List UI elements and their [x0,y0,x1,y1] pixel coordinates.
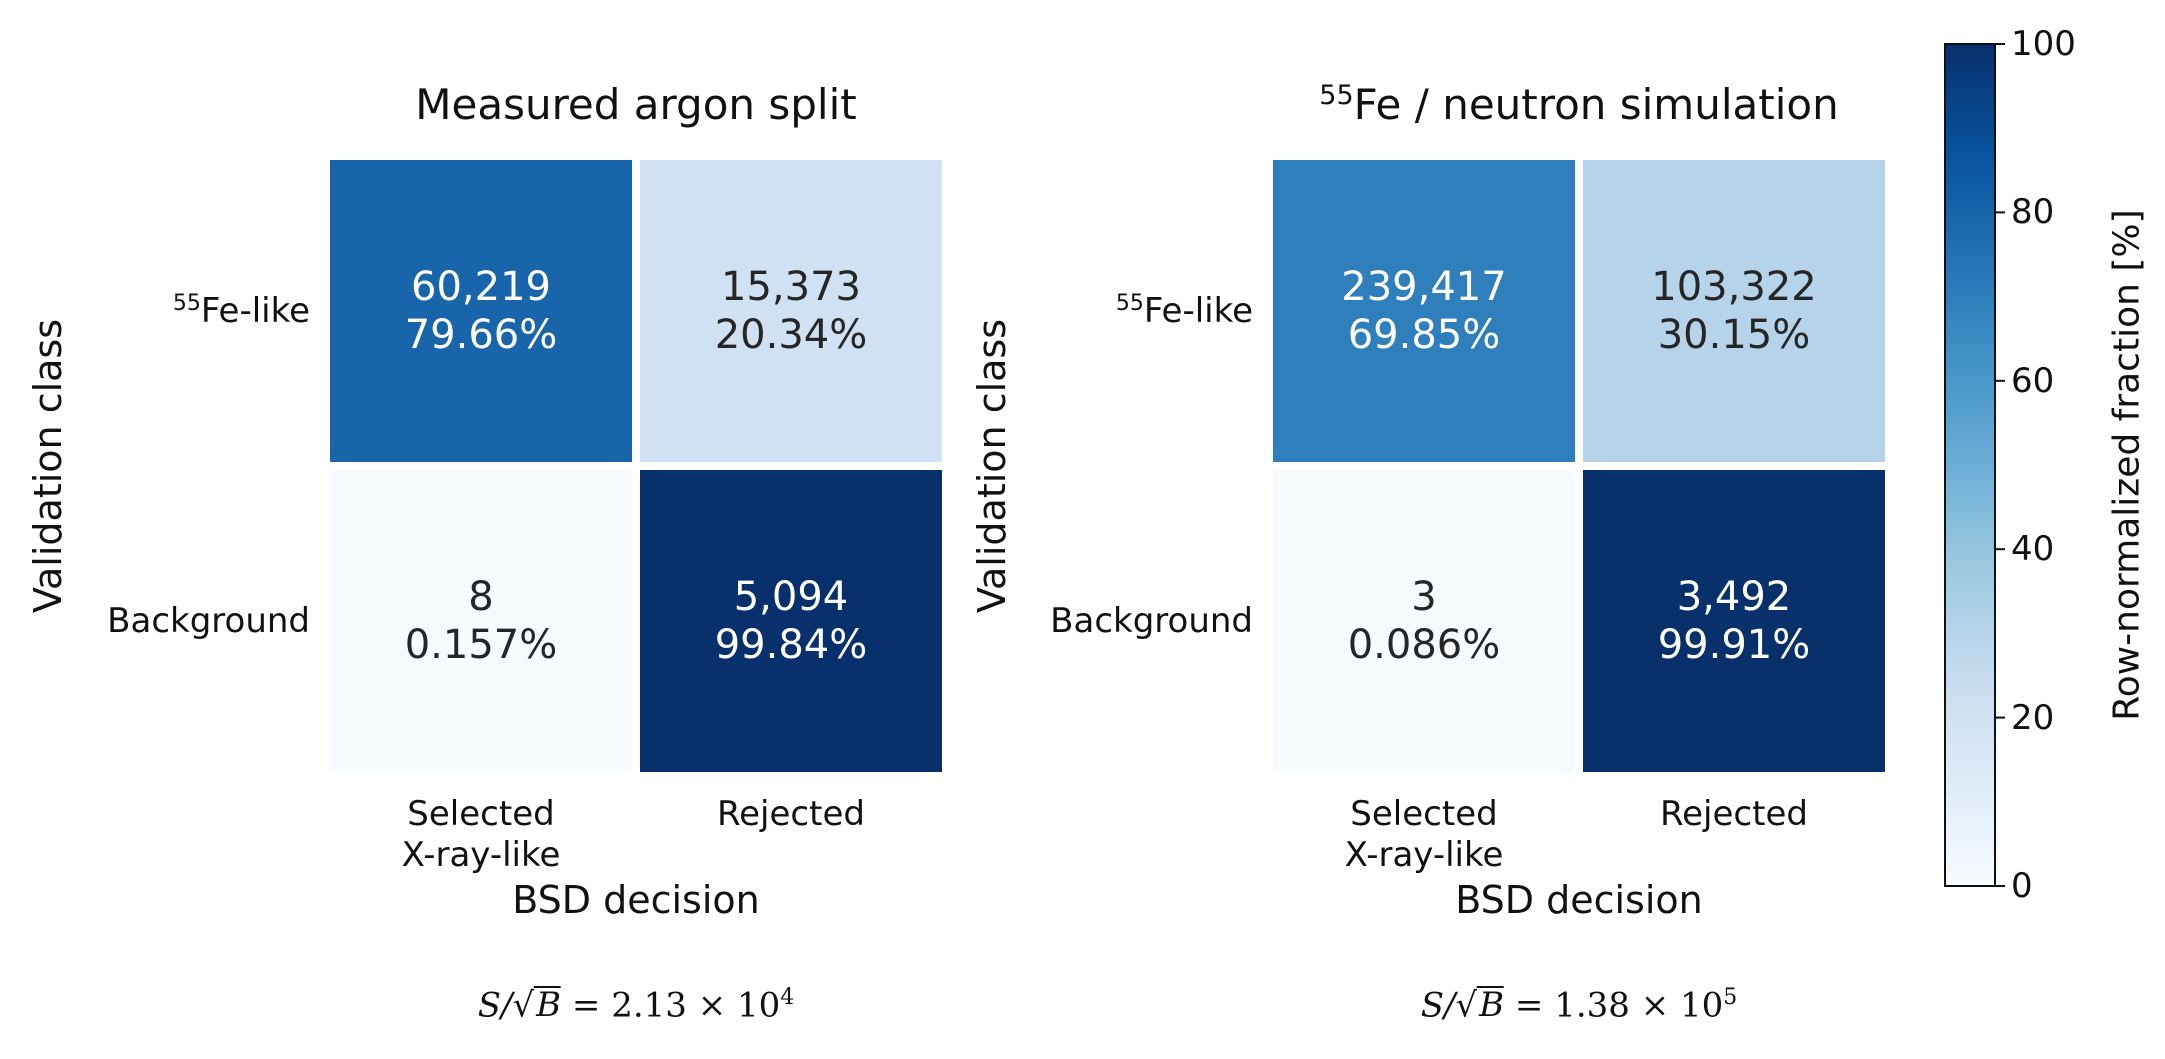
panel-2-ytick-2: Background [1050,601,1253,641]
metric-part: 5 [1723,985,1738,1010]
panel-2-metric: S/√B = 1.38 × 105 [1421,985,1738,1025]
panel-2-title: 55Fe / neutron simulation [1319,80,1839,129]
cell-count: 239,417 [1341,264,1507,310]
panel-2-cell-r1-c1: 239,417 69.85% [1273,160,1575,462]
cell-count: 3 [1411,574,1437,620]
panel-1-metric: S/√B = 2.13 × 104 [478,985,795,1025]
panel-1-xtick-1: Selected X-ray-like [401,794,561,876]
panel-1-xtick-2: Rejected [717,794,865,834]
metric-part: B [1477,985,1505,1026]
cell-percent: 0.157% [404,622,558,668]
metric-part: = 1.38 × 10 [1504,985,1724,1026]
cell-percent: 99.84% [714,622,868,668]
colorbar-tick-5: 80 [2011,192,2055,233]
metric-part: S/ [1420,985,1456,1026]
cell-count: 3,492 [1676,574,1792,620]
cell-percent: 99.91% [1657,622,1811,668]
metric-part: √ [512,985,535,1026]
panel-1-ytick-1: 55Fe-like [172,290,310,332]
panel-1-ytick-2: Background [107,601,310,641]
colorbar-label: Row-normalized fraction [%] [2106,209,2148,721]
panel-2-xtick-1: Selected X-ray-like [1344,794,1504,876]
panel-1-cell-r2-c1: 8 0.157% [330,470,632,772]
colorbar-tick-6: 100 [2011,24,2076,64]
colorbar-tick-1: 0 [2011,866,2033,906]
panel-1-cell-r1-c1: 60,219 79.66% [330,160,632,462]
panel-2-ytick-1: 55Fe-like [1115,290,1253,332]
colorbar-tick-2: 20 [2011,697,2055,738]
cell-percent: 0.086% [1347,622,1501,668]
colorbar-tick-4: 60 [2011,360,2055,401]
panel-1-cell-r2-c2: 5,094 99.84% [640,470,942,772]
cell-percent: 79.66% [404,312,558,358]
metric-part: √ [1455,985,1478,1026]
colorbar-tick-3: 40 [2011,529,2055,570]
tick-superscript: 55 [172,290,201,316]
panel-1-title: Measured argon split [415,80,857,129]
cell-count: 103,322 [1651,264,1817,310]
cell-count: 60,219 [411,264,551,310]
metric-part: = 2.13 × 10 [561,985,781,1026]
title-superscript: 55 [1319,80,1354,111]
cell-count: 8 [468,574,494,620]
cell-count: 15,373 [721,264,861,310]
metric-part: S/ [477,985,513,1026]
panel-1-xlabel: BSD decision [512,878,760,922]
metric-part: 4 [780,985,795,1010]
colorbar-gradient [1944,43,1996,887]
panel-2-cell-r2-c2: 3,492 99.91% [1583,470,1885,772]
panel-2-cell-r2-c1: 3 0.086% [1273,470,1575,772]
cell-percent: 69.85% [1347,312,1501,358]
cell-percent: 30.15% [1657,312,1811,358]
metric-part: B [534,985,562,1026]
panel-2-cell-r1-c2: 103,322 30.15% [1583,160,1885,462]
cell-count: 5,094 [733,574,849,620]
panel-1-cell-r1-c2: 15,373 20.34% [640,160,942,462]
cell-percent: 20.34% [714,312,868,358]
panel-2-xtick-2: Rejected [1660,794,1808,834]
panel-2-xlabel: BSD decision [1455,878,1703,922]
tick-superscript: 55 [1115,290,1144,316]
